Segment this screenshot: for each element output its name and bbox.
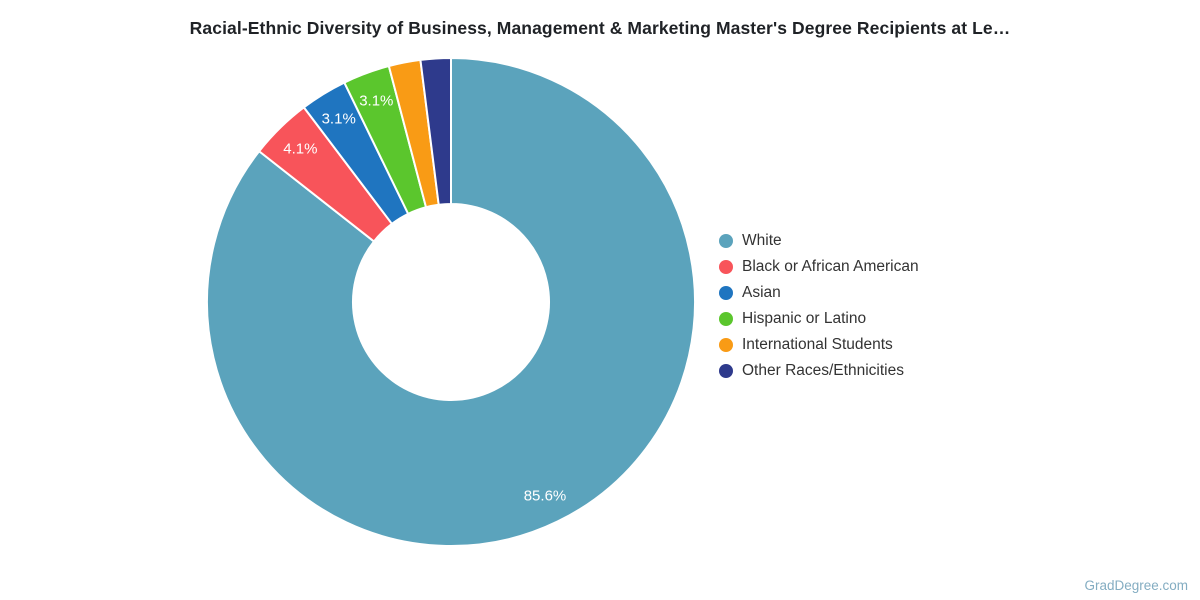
legend-label: Black or African American bbox=[742, 258, 919, 275]
chart-title: Racial-Ethnic Diversity of Business, Man… bbox=[189, 18, 1011, 38]
legend-label: Hispanic or Latino bbox=[742, 310, 867, 327]
legend-marker-international-students bbox=[719, 338, 733, 352]
legend-item-hispanic-or-latino[interactable]: Hispanic or Latino bbox=[719, 306, 919, 332]
slice-label-white: 85.6% bbox=[524, 487, 567, 504]
slice-label-hispanic-or-latino: 3.1% bbox=[359, 92, 393, 109]
legend-marker-hispanic-or-latino bbox=[719, 312, 733, 326]
legend-item-black-or-african-american[interactable]: Black or African American bbox=[719, 254, 919, 280]
legend-label: Other Races/Ethnicities bbox=[742, 362, 904, 379]
legend-item-white[interactable]: White bbox=[719, 228, 919, 254]
pie-slice-white[interactable] bbox=[206, 57, 696, 547]
chart-legend: White Black or African American Asian Hispa… bbox=[719, 228, 919, 384]
watermark-link[interactable]: GradDegree.com bbox=[1084, 578, 1188, 593]
legend-item-asian[interactable]: Asian bbox=[719, 280, 919, 306]
legend-label: International Students bbox=[742, 336, 893, 353]
legend-item-international-students[interactable]: International Students bbox=[719, 332, 919, 358]
slice-label-asian: 3.1% bbox=[322, 111, 356, 128]
legend-item-other-races-ethnicities[interactable]: Other Races/Ethnicities bbox=[719, 358, 919, 384]
legend-marker-black-or-african-american bbox=[719, 260, 733, 274]
legend-marker-asian bbox=[719, 286, 733, 300]
slice-label-black-or-african-american: 4.1% bbox=[283, 141, 317, 158]
legend-marker-other-races-ethnicities bbox=[719, 364, 733, 378]
legend-label: Asian bbox=[742, 284, 781, 301]
pie-slice-other-races-ethnicities[interactable] bbox=[419, 56, 452, 206]
legend-label: White bbox=[742, 232, 782, 249]
legend-marker-white bbox=[719, 234, 733, 248]
